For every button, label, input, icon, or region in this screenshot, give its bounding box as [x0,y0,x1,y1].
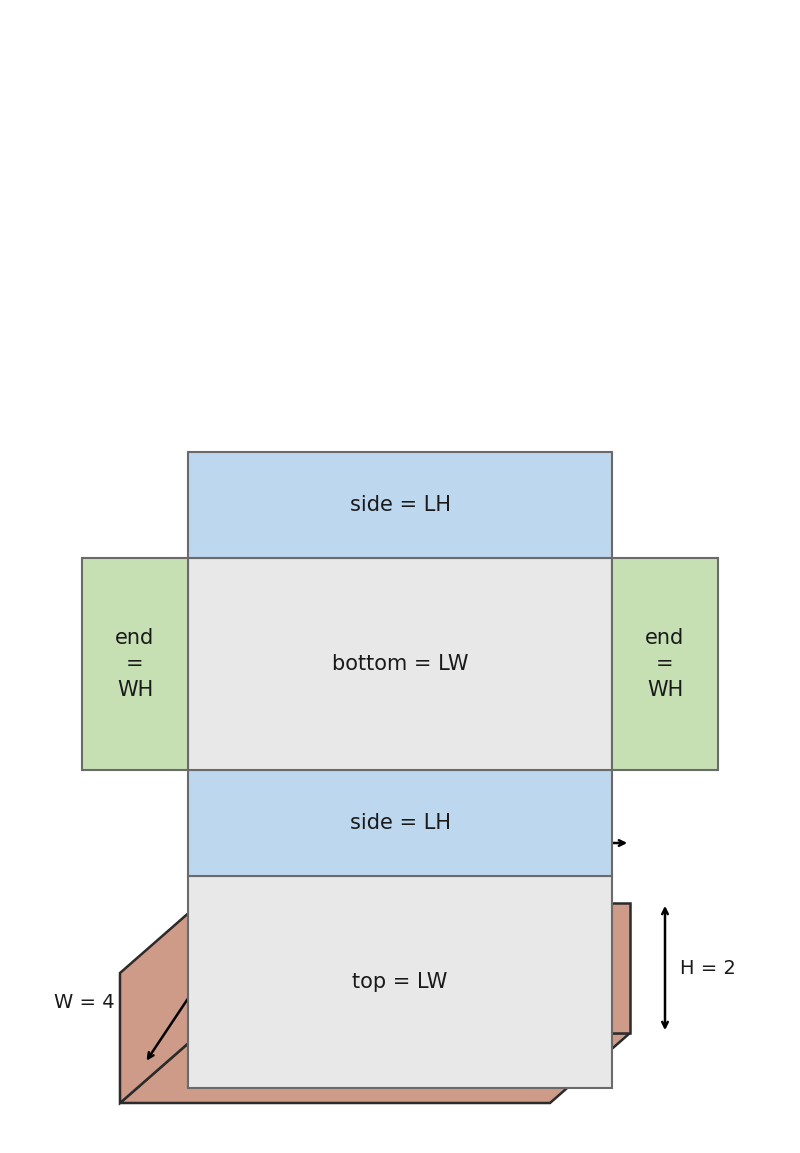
Bar [612,558,718,770]
Polygon shape [120,903,200,1103]
Text: end
=
WH: end = WH [646,627,685,700]
Text: side = LH: side = LH [350,495,450,515]
Text: end
=
WH: end = WH [115,627,154,700]
Polygon shape [120,1033,630,1103]
Bar [188,452,612,558]
Bar [82,558,188,770]
Bar [188,876,612,1088]
Text: side = LH: side = LH [350,813,450,832]
Bar [188,558,612,770]
Polygon shape [200,903,630,1033]
Text: W = 4: W = 4 [54,994,115,1012]
Text: bottom = LW: bottom = LW [332,654,468,675]
Text: L = 8: L = 8 [389,823,441,842]
Bar [188,770,612,876]
Text: H = 2: H = 2 [680,958,736,978]
Text: top = LW: top = LW [352,972,448,992]
